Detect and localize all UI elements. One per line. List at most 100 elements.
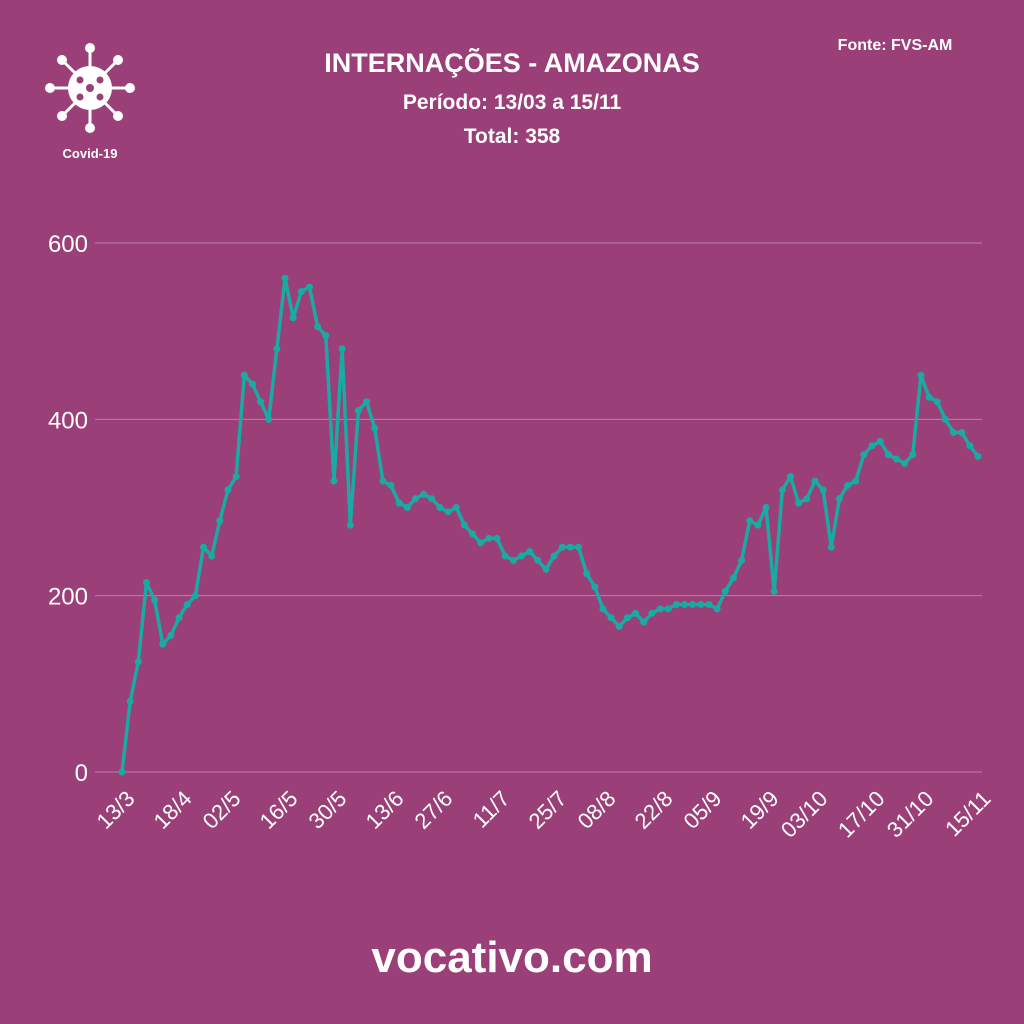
point <box>322 332 330 340</box>
point <box>297 287 305 295</box>
footer: vocativo.com <box>371 933 652 982</box>
source: Fonte: FVS-AM <box>838 37 953 54</box>
point <box>306 283 314 291</box>
point <box>444 508 452 516</box>
point <box>941 415 949 423</box>
point <box>542 565 550 573</box>
point <box>762 504 770 511</box>
point <box>330 477 338 485</box>
point <box>901 459 909 467</box>
point <box>632 609 640 617</box>
point <box>379 477 387 485</box>
point <box>469 530 477 538</box>
point <box>958 429 966 437</box>
point <box>925 393 933 401</box>
point <box>746 517 754 525</box>
point <box>656 605 664 613</box>
point <box>713 605 721 613</box>
point <box>640 618 648 626</box>
point <box>721 587 729 595</box>
point <box>909 451 917 459</box>
point <box>689 600 697 608</box>
point <box>395 499 403 507</box>
point <box>363 398 371 406</box>
point <box>526 548 534 556</box>
point <box>827 543 835 551</box>
point <box>876 437 884 445</box>
virus-icon <box>45 43 135 133</box>
point <box>566 543 574 551</box>
point <box>591 583 599 591</box>
point <box>265 415 273 423</box>
y-tick-label: 400 <box>48 407 88 434</box>
point <box>159 640 167 648</box>
point <box>248 380 256 388</box>
point <box>517 552 525 560</box>
point <box>681 600 689 608</box>
point <box>371 424 379 432</box>
point <box>550 552 558 560</box>
point <box>460 521 468 529</box>
point <box>281 274 289 282</box>
point <box>477 539 485 547</box>
point <box>134 658 142 666</box>
point <box>974 452 982 460</box>
point <box>126 697 134 705</box>
point <box>216 517 224 525</box>
point <box>167 631 175 639</box>
point <box>884 451 892 459</box>
point <box>314 323 322 331</box>
point <box>811 477 819 485</box>
point <box>485 534 493 542</box>
point <box>615 623 623 631</box>
point <box>232 473 240 481</box>
point <box>354 407 362 415</box>
point <box>770 587 778 595</box>
point <box>420 490 428 498</box>
point <box>428 495 436 503</box>
point <box>273 345 281 353</box>
point <box>852 477 860 485</box>
point <box>142 578 150 586</box>
point <box>224 486 232 494</box>
point <box>509 556 517 564</box>
point <box>501 552 509 560</box>
point <box>558 543 566 551</box>
point <box>860 451 868 459</box>
y-tick-label: 600 <box>48 231 88 258</box>
point <box>191 592 199 600</box>
point <box>648 609 656 617</box>
point <box>289 314 297 322</box>
point <box>338 345 346 353</box>
point <box>599 605 607 613</box>
point <box>387 481 395 489</box>
point <box>835 495 843 503</box>
point <box>795 499 803 507</box>
point <box>697 600 705 608</box>
point <box>966 442 974 450</box>
point <box>257 398 265 406</box>
point <box>933 398 941 406</box>
point <box>452 504 460 511</box>
chart-title: INTERNAÇÕES - AMAZONAS <box>324 47 700 78</box>
point <box>118 768 126 776</box>
point <box>183 600 191 608</box>
point <box>729 574 737 582</box>
point <box>664 605 672 613</box>
y-tick-label: 200 <box>48 584 88 611</box>
point <box>346 521 354 529</box>
point <box>240 371 248 379</box>
point <box>844 481 852 489</box>
point <box>583 570 591 578</box>
point <box>493 534 501 542</box>
point <box>403 504 411 511</box>
point <box>672 600 680 608</box>
point <box>819 486 827 494</box>
point <box>786 473 794 481</box>
point <box>175 614 183 622</box>
point <box>868 442 876 450</box>
point <box>623 614 631 622</box>
point <box>575 543 583 551</box>
point <box>738 556 746 564</box>
